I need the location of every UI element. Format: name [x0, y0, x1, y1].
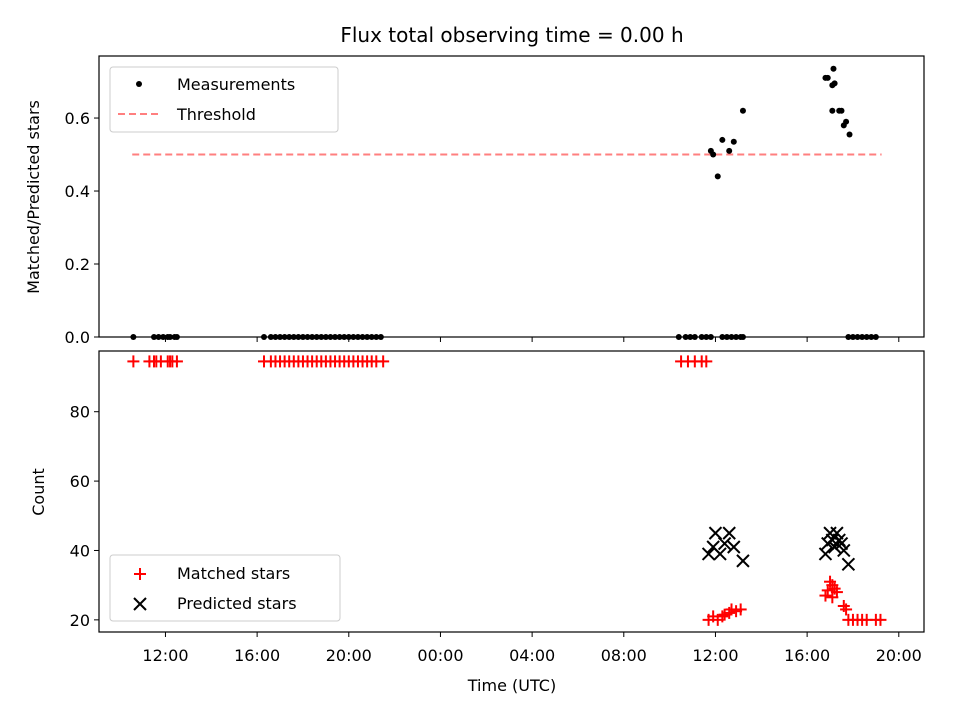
measurement-point	[719, 136, 726, 143]
measurement-point	[739, 107, 746, 114]
top-ytick-label: 0.6	[65, 109, 90, 128]
bottom-ytick-label: 60	[70, 472, 90, 491]
matched-star-point	[840, 603, 853, 616]
measurement-point	[726, 147, 733, 154]
predicted-star-point	[713, 547, 727, 561]
matched-star-point	[716, 610, 729, 623]
predicted-star-point	[736, 554, 750, 568]
legend-measurements-label: Measurements	[177, 75, 295, 94]
top-x-ticks	[164, 337, 900, 342]
predicted-star-point	[841, 557, 856, 572]
predicted-star-point	[827, 540, 842, 554]
matched-star-point	[734, 603, 747, 616]
measurement-point	[710, 151, 717, 158]
top-panel: 0.0 0.2 0.4 0.6 Matched/Predicted stars Mea…	[24, 55, 925, 347]
top-plot-frame	[98, 55, 925, 338]
matched-star-point	[127, 355, 140, 368]
predicted-star-point	[722, 526, 736, 540]
bottom-xtick-label: 12:00	[692, 646, 738, 665]
bottom-xtick-label: 16:00	[784, 646, 830, 665]
matched-star-point	[826, 591, 839, 604]
bottom-ytick-label: 80	[70, 403, 90, 422]
top-legend: Measurements Threshold	[109, 66, 339, 133]
predicted-star-point	[818, 547, 833, 561]
legend-predicted-label: Predicted stars	[177, 594, 297, 613]
legend-matched-label: Matched stars	[177, 564, 290, 583]
matched-star-point	[170, 355, 183, 368]
predicted-star-point	[701, 547, 716, 561]
measurement-point	[830, 65, 837, 72]
top-y-axis-label: Matched/Predicted stars	[24, 100, 43, 294]
bottom-xtick-label: 08:00	[601, 646, 647, 665]
predicted-star-point	[717, 536, 732, 551]
measurement-point	[846, 131, 853, 138]
bottom-ytick-label: 20	[70, 611, 90, 630]
matched-star-point	[874, 613, 887, 626]
legend-matched-marker	[134, 568, 146, 580]
bottom-legend: Matched stars Predicted stars	[109, 554, 341, 622]
legend-threshold-label: Threshold	[176, 105, 256, 124]
measurement-point	[730, 138, 737, 145]
bottom-xtick-label: 04:00	[509, 646, 555, 665]
bottom-xtick-label: 16:00	[234, 646, 280, 665]
bottom-xtick-label: 20:00	[326, 646, 372, 665]
measurement-point	[843, 118, 850, 125]
bottom-plot-frame	[98, 350, 925, 633]
matched-star-point	[377, 355, 390, 368]
predicted-star-point	[837, 543, 851, 558]
bottom-x-ticks: 12:00 16:00 20:00 00:00 04:00 08:00 12:00 16:00…	[142, 632, 922, 665]
bottom-xtick-label: 20:00	[876, 646, 922, 665]
legend-measurements-marker	[136, 81, 142, 87]
legend-predicted-marker	[133, 597, 147, 611]
bottom-ytick-label: 40	[70, 541, 90, 560]
top-ytick-label: 0.0	[65, 328, 90, 347]
measurement-point	[714, 173, 721, 180]
top-y-ticks: 0.0 0.2 0.4 0.6	[65, 109, 99, 347]
bottom-xtick-label: 00:00	[417, 646, 463, 665]
bottom-legend-box	[109, 554, 341, 622]
bottom-y-axis-label: Count	[29, 468, 48, 516]
top-legend-box	[109, 66, 339, 133]
measurement-point	[829, 107, 836, 114]
predicted-star-point	[727, 540, 741, 554]
measurement-point	[824, 74, 831, 81]
bottom-y-ticks: 20 40 60 80	[70, 403, 99, 630]
top-ytick-label: 0.4	[65, 182, 90, 201]
measurement-point	[838, 107, 845, 114]
matched-star-point	[819, 589, 832, 602]
top-ytick-label: 0.2	[65, 255, 90, 274]
matched-star-point	[700, 355, 713, 368]
bottom-x-axis-label: Time (UTC)	[467, 676, 556, 695]
count-points	[127, 355, 887, 626]
bottom-xtick-label: 12:00	[142, 646, 188, 665]
measurement-point	[831, 80, 838, 87]
chart-title: Flux total observing time = 0.00 h	[340, 23, 683, 47]
